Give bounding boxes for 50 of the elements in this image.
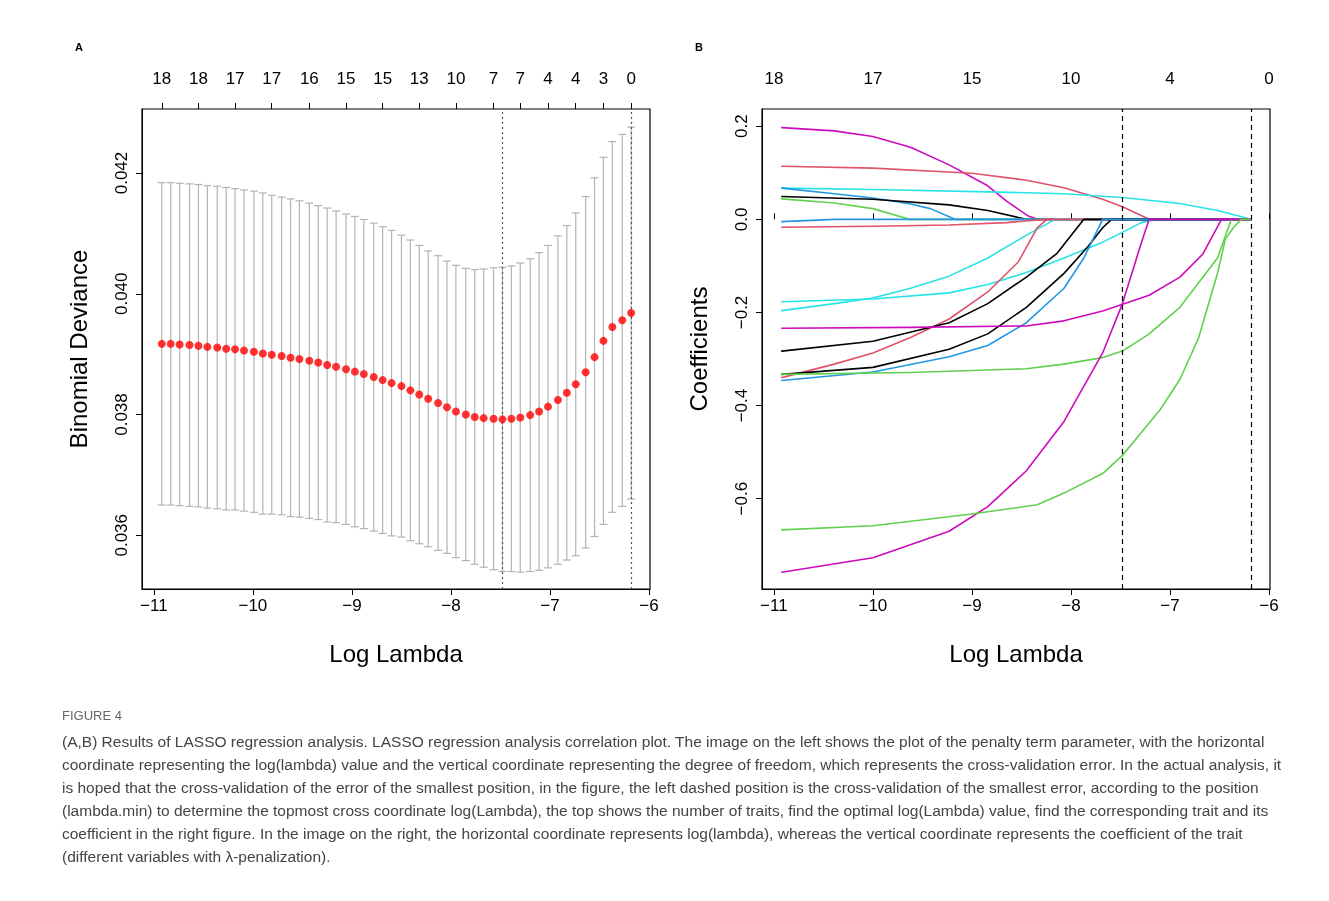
text: 15 [962,69,982,88]
x-tick-label: −7 [1160,596,1180,615]
x-tick-label: −10 [238,596,268,615]
x-tick-label: −9 [962,596,982,615]
text: 10 [1061,69,1081,88]
x-tick-label: −9 [342,596,362,615]
annotation: 13 [409,69,429,88]
x-axis-title: Log Lambda [949,639,1084,667]
y-tick-label: 0.036 [112,513,131,557]
y-axis-title: Binomial Deviance [64,249,92,449]
annotation: 15 [373,69,393,88]
chart-title: A [75,40,83,53]
text: 0 [1264,69,1274,88]
annotation: 10 [446,69,466,88]
x-tick-label: −11 [140,596,168,615]
chart-title: B [695,40,703,53]
x-tick-label: −10 [858,596,888,615]
annotation: 15 [336,69,356,88]
y-axis-title: Coefficients [684,286,712,412]
annotation: 3 [598,69,609,88]
x-tick-label: −6 [1259,596,1279,615]
annotation: 0 [626,69,636,88]
annotation: 4 [543,69,553,88]
annotation: 7 [515,69,526,88]
text: (A,B) Results of LASSO regression analysis. LASSO regression analysis correlation plot. The image on the left shows the plot of the penalty term parameter, with the horizontal coordinate representing the log(lambda) value and the vertical coordinate representing the degree of freedom, which represents the cross-validation error. In the actual analysis, it is hoped that the cross-validation of the error of the smallest position, in the figure, the left dashed position is the cross-validation of the smallest error, according to the position (lambda.min) to determine the topmost cross coordinate log(Lambda), the top shows the number of traits, find the optimal log(Lambda) value, find the corresponding trait and its coefficient in the right figure. In the image on the right, the horizontal coordinate represents log(lambda), whereas the vertical coordinate represents the coefficient of the trait (different variables with λ-penalization). [62,732,1283,867]
y-tick-label: 0.042 [112,151,131,195]
y-tick-label: 0.038 [112,393,131,436]
text: 4 [1165,69,1175,88]
y-tick-label: −0.6 [732,481,751,516]
y-tick-label: 0.2 [732,114,751,139]
x-tick-label: −6 [639,596,659,615]
text: 17 [863,69,883,88]
x-tick-label: −8 [441,596,461,615]
annotation: 17 [262,69,282,88]
annotation: 16 [299,69,319,88]
annotation: 18 [152,69,172,88]
y-tick-label: 0.040 [112,272,131,316]
x-tick-label: −8 [1061,596,1081,615]
annotation: 18 [188,69,208,88]
annotation: 17 [225,69,245,88]
y-tick-label: −0.4 [732,388,751,423]
x-tick-label: −11 [760,596,788,615]
annotation: 7 [488,69,499,88]
y-tick-label: 0.0 [732,207,751,232]
x-axis-title: Log Lambda [329,639,464,667]
text: 18 [764,69,784,88]
x-tick-label: −7 [540,596,560,615]
annotation: 4 [571,69,581,88]
y-tick-label: −0.2 [732,295,751,330]
caption: FIGURE 4 [62,707,123,725]
